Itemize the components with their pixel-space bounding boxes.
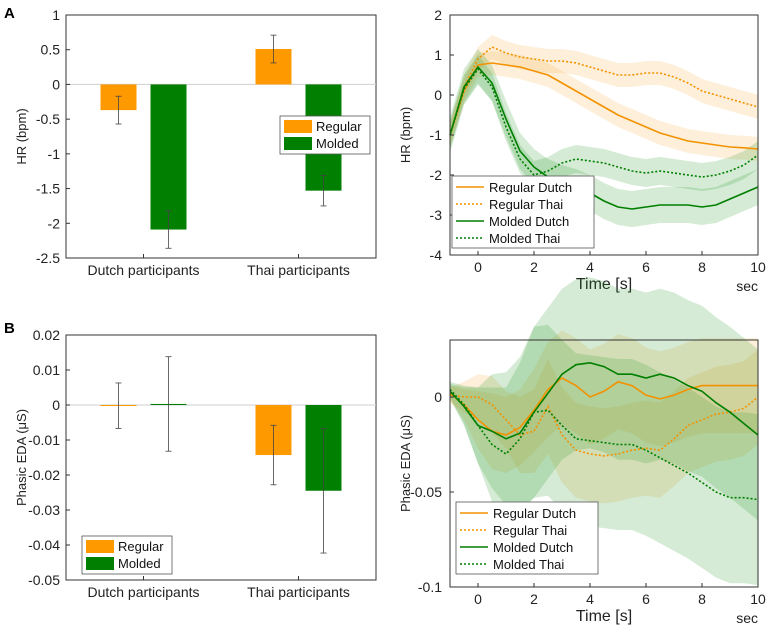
- series-line: [449, 62, 759, 150]
- y-tick-label: -0.04: [28, 537, 60, 553]
- x-tick-label: Thai participants: [247, 262, 350, 278]
- y-tick-label: 0: [52, 76, 60, 92]
- y-tick-label: -2: [430, 167, 443, 183]
- x-tick-label: 0: [474, 591, 482, 607]
- confidence-band: [450, 330, 758, 473]
- x-tick-label: 6: [642, 591, 650, 607]
- y-tick-label: 0.02: [33, 327, 60, 343]
- y-tick-label: 0.5: [41, 42, 61, 58]
- y-axis-label: HR (bpm): [398, 107, 413, 163]
- y-tick-label: 0: [434, 87, 442, 103]
- panel-label-b: B: [4, 320, 15, 337]
- x-tick-label: Dutch participants: [87, 262, 199, 278]
- legend-label: Regular Thai: [489, 197, 563, 212]
- x-tick-label: 2: [530, 591, 538, 607]
- series-line: [449, 388, 759, 501]
- legend-label: Molded Thai: [493, 557, 564, 572]
- x-tick-label: 10: [750, 591, 766, 607]
- series-line: [449, 65, 759, 210]
- x-tick-label: 8: [698, 591, 706, 607]
- series-line: [449, 394, 759, 457]
- y-tick-label: -0.5: [36, 111, 60, 127]
- y-tick-label: -0.01: [28, 432, 60, 448]
- y-tick-label: 0: [434, 389, 442, 405]
- y-tick-label: -0.05: [410, 484, 442, 500]
- legend-label: Regular Thai: [493, 523, 567, 538]
- series-line: [449, 361, 759, 440]
- hr-bar-chart: 1 0.5 0 -0.5 -1 -1.5 -2 -2.5 HR (bpm) Dutch parti…: [14, 7, 377, 278]
- x-tick-label: 8: [698, 259, 706, 275]
- y-tick-label: 1: [434, 47, 442, 63]
- y-tick-label: 0.01: [33, 362, 60, 378]
- legend-label: Regular: [316, 119, 362, 134]
- eda-line-chart: 0 -0.05 -0.1 0 2 4 6 8 10 Time [s] sec Phasic EDA (…: [398, 277, 766, 626]
- x-unit-label: sec: [736, 610, 758, 626]
- eda-bar-chart: 0.02 0.01 0 -0.01 -0.02 -0.03 -0.04 -0.05 Phasic…: [14, 327, 377, 600]
- confidence-band: [450, 35, 758, 147]
- y-tick-label: 1: [52, 7, 60, 23]
- legend-label: Regular: [118, 539, 164, 554]
- y-tick-label: -2.5: [36, 250, 60, 266]
- y-tick-label: -0.03: [28, 502, 60, 518]
- y-tick-label: -0.1: [418, 579, 442, 595]
- y-tick-label: -0.02: [28, 467, 60, 483]
- legend-box: [455, 501, 599, 575]
- bar-molded: [150, 84, 187, 230]
- legend-swatch: [86, 557, 114, 570]
- axes-box: [65, 334, 377, 581]
- y-tick-label: -2: [48, 215, 61, 231]
- legend-label: Molded: [118, 556, 161, 571]
- y-tick-label: 0: [52, 397, 60, 413]
- confidence-band: [450, 51, 758, 161]
- confidence-band: [450, 277, 758, 521]
- y-tick-label: -4: [430, 247, 443, 263]
- x-tick-label: Dutch participants: [87, 584, 199, 600]
- confidence-band: [450, 349, 758, 504]
- axes-box: [449, 339, 759, 588]
- legend-swatch: [86, 540, 114, 553]
- x-axis-label: Time [s]: [576, 276, 632, 293]
- legend-label: Molded Thai: [489, 231, 560, 246]
- legend-label: Regular Dutch: [493, 506, 576, 521]
- legend-label: Molded Dutch: [489, 214, 569, 229]
- confidence-band: [450, 49, 758, 227]
- confidence-band: [450, 55, 758, 191]
- x-axis-label: Time [s]: [576, 608, 632, 625]
- legend-swatch: [284, 137, 312, 150]
- y-tick-label: -0.05: [28, 572, 60, 588]
- legend-box: [451, 175, 595, 249]
- y-tick-label: -1.5: [36, 181, 60, 197]
- legend-label: Molded Dutch: [493, 540, 573, 555]
- legend-label: Regular Dutch: [489, 180, 572, 195]
- y-axis-label: Phasic EDA (μS): [398, 415, 413, 512]
- x-tick-label: Thai participants: [247, 584, 350, 600]
- y-tick-label: 2: [434, 7, 442, 23]
- y-axis-label: HR (bpm): [14, 108, 29, 164]
- y-axis-label: Phasic EDA (μS): [14, 409, 29, 506]
- x-tick-label: 4: [586, 259, 594, 275]
- panel-label-a: A: [4, 5, 15, 22]
- x-tick-label: 0: [474, 259, 482, 275]
- x-tick-label: 6: [642, 259, 650, 275]
- y-tick-label: -1: [48, 146, 61, 162]
- legend-swatch: [284, 120, 312, 133]
- confidence-band: [450, 324, 758, 586]
- x-tick-label: 10: [750, 259, 766, 275]
- x-tick-label: 2: [530, 259, 538, 275]
- legend-label: Molded: [316, 136, 359, 151]
- series-line: [449, 46, 759, 136]
- y-tick-label: -3: [430, 207, 443, 223]
- x-tick-label: 4: [586, 591, 594, 607]
- series-line: [449, 377, 758, 436]
- axes-box: [65, 14, 377, 259]
- x-unit-label: sec: [736, 278, 758, 294]
- y-tick-label: -1: [430, 127, 443, 143]
